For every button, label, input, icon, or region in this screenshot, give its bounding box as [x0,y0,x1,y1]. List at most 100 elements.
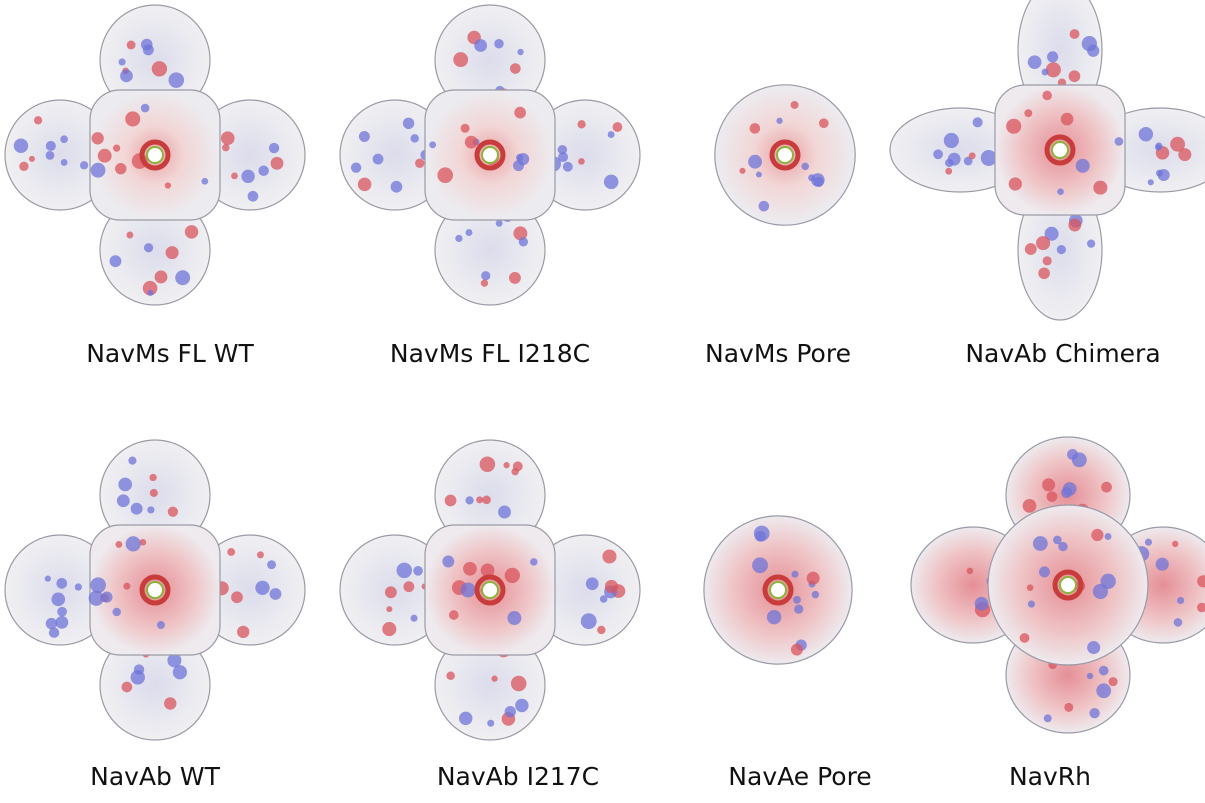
surface-patch [1145,539,1152,546]
surface-patch [14,139,28,153]
surface-patch [152,61,167,76]
surface-patch [46,141,56,151]
surface-patch [481,280,488,287]
surface-patch [1174,618,1183,627]
surface-patch [1109,677,1118,686]
protein-structure [704,516,852,664]
surface-patch [141,104,150,113]
surface-patch [1096,683,1111,698]
surface-patch [1023,499,1037,513]
surface-patch [147,290,153,296]
pore-ring-inner [482,582,498,598]
surface-patch [155,271,168,284]
pore-ring-inner [770,582,786,598]
surface-patch [437,167,453,183]
surface-patch [1061,113,1074,126]
surface-patch [463,562,477,576]
surface-patch [231,591,243,603]
surface-patch [117,494,130,507]
surface-patch [173,665,187,679]
surface-patch [1027,584,1034,591]
surface-patch [1087,673,1093,679]
surface-patch [505,568,520,583]
surface-patch [466,229,473,236]
panel-label: NavMs FL I218C [390,339,590,368]
surface-patch [563,162,573,172]
surface-patch [476,496,483,503]
surface-patch [511,676,527,692]
surface-patch [257,551,264,558]
surface-patch [358,178,372,192]
surface-patch [410,134,418,142]
surface-patch [945,168,952,175]
surface-patch [1105,533,1112,540]
surface-patch [1087,45,1099,57]
surface-patch [449,610,459,620]
pore-ring-inner [1060,577,1076,593]
surface-patch [237,626,249,638]
surface-patch [118,478,132,492]
surface-patch [933,149,943,159]
protein-structure [5,5,305,305]
protein-structure [890,0,1205,320]
panel-label: NavAb I217C [437,762,599,791]
surface-patch [1170,137,1185,152]
surface-patch [981,150,997,166]
surface-patch [1024,109,1032,117]
pore-ring-inner [1052,142,1068,158]
protein-structure [340,440,640,740]
surface-patch [391,181,403,193]
surface-patch [1139,127,1153,141]
surface-patch [351,162,361,172]
surface-patch [455,235,462,242]
surface-patch [112,608,120,616]
surface-patch [91,163,106,178]
surface-patch [602,549,616,563]
surface-patch [465,136,478,149]
surface-patch [1156,170,1163,177]
surface-patch [613,122,623,132]
surface-patch [126,232,133,239]
surface-patch [1042,91,1052,101]
surface-patch [157,621,165,629]
surface-patch [1047,491,1058,502]
pore-ring-inner [482,147,498,163]
surface-patch [386,606,392,612]
surface-patch [125,111,140,126]
surface-patch [812,591,819,598]
surface-patch [1009,177,1022,190]
surface-patch [578,158,585,165]
surface-patch [127,41,136,50]
surface-patch [807,572,820,585]
surface-patch [51,592,65,606]
surface-patch [461,582,476,597]
surface-patch [131,503,143,515]
surface-patch [459,712,472,725]
surface-patch [269,143,279,153]
surface-patch [1033,536,1048,551]
surface-patch [1038,267,1050,279]
surface-patch [255,581,269,595]
surface-patch [1057,245,1066,254]
surface-patch [819,118,829,128]
surface-patch [56,578,67,589]
surface-patch [474,39,487,52]
surface-patch [227,548,235,556]
protein-structure [340,5,640,305]
surface-patch [415,158,424,167]
surface-patch [1028,601,1035,608]
surface-patch [748,155,762,169]
surface-patch [92,132,104,144]
surface-patch [57,607,67,617]
surface-patch [507,611,521,625]
surface-patch [514,107,526,119]
surface-patch [509,272,521,284]
surface-patch [123,583,130,590]
surface-patch [1172,541,1178,547]
surface-patch [115,163,126,174]
pore-ring-inner [147,147,163,163]
surface-patch [793,596,801,604]
surface-patch [558,145,567,154]
surface-patch [975,597,989,611]
surface-patch [397,563,412,578]
